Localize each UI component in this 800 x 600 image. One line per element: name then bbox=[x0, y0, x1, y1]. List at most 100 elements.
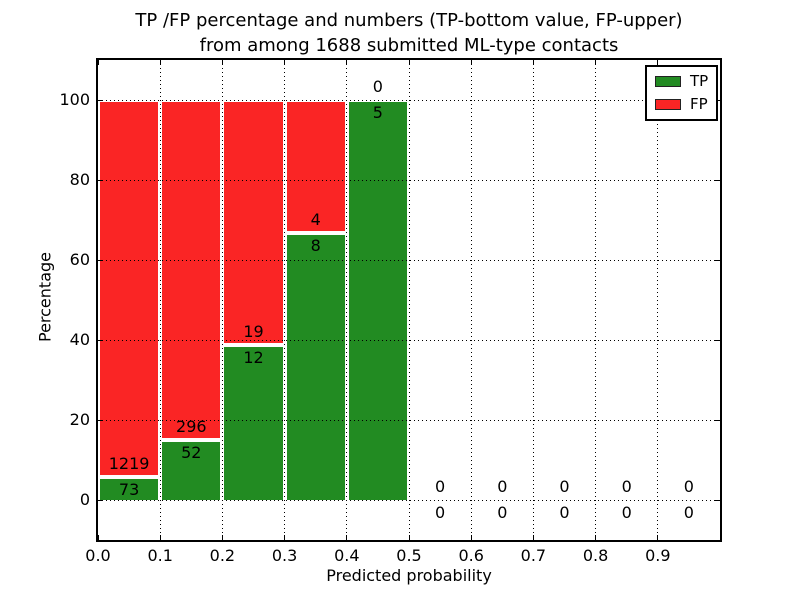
tp-count-label: 0 bbox=[435, 503, 446, 522]
y-tick-mark bbox=[98, 499, 103, 501]
x-tick-mark bbox=[97, 535, 99, 540]
fp-count-label: 296 bbox=[176, 417, 207, 437]
bar-segment-fp bbox=[222, 100, 285, 346]
x-tick-label: 0.2 bbox=[209, 546, 236, 565]
x-tick-mark bbox=[595, 60, 597, 65]
gridline-vertical bbox=[284, 60, 286, 540]
tp-count-label: 5 bbox=[372, 103, 383, 122]
y-tick-mark bbox=[98, 339, 103, 341]
gridline-vertical bbox=[657, 60, 659, 540]
gridline-horizontal bbox=[98, 259, 720, 261]
gridline-vertical bbox=[470, 60, 472, 540]
gridline-vertical bbox=[221, 60, 223, 540]
x-tick-mark bbox=[97, 60, 99, 65]
tp-count-label: 0 bbox=[683, 503, 694, 522]
x-tick-label: 0.3 bbox=[271, 546, 298, 565]
x-tick-mark bbox=[346, 60, 348, 65]
tp-count-label: 12 bbox=[243, 348, 264, 368]
x-tick-label: 0.6 bbox=[458, 546, 484, 565]
y-tick-mark bbox=[98, 99, 103, 101]
x-tick-mark bbox=[595, 535, 597, 540]
tp-count-label: 0 bbox=[559, 503, 570, 522]
x-tick-mark bbox=[532, 60, 534, 65]
y-tick-label: 60 bbox=[69, 250, 90, 269]
x-tick-mark bbox=[284, 60, 286, 65]
y-tick-label: 0 bbox=[79, 490, 90, 509]
y-tick-mark bbox=[715, 179, 720, 181]
x-tick-label: 0.0 bbox=[85, 546, 111, 565]
fp-count-label: 0 bbox=[497, 477, 508, 496]
chart-title-line2: from among 1688 submitted ML-type contac… bbox=[199, 35, 619, 56]
tp-count-label: 52 bbox=[181, 443, 202, 463]
fp-count-label: 0 bbox=[559, 477, 570, 496]
legend: TP FP bbox=[645, 65, 719, 121]
chart-title: TP /FP percentage and numbers (TP-bottom… bbox=[98, 8, 720, 58]
legend-item-tp: TP bbox=[655, 74, 708, 89]
x-tick-label: 0.1 bbox=[147, 546, 173, 565]
gridline-vertical bbox=[346, 60, 348, 540]
bar-segment-tp bbox=[346, 100, 409, 500]
gridline-horizontal bbox=[98, 99, 720, 101]
x-tick-mark bbox=[346, 535, 348, 540]
x-axis-label: Predicted probability bbox=[326, 566, 492, 585]
y-tick-mark bbox=[715, 499, 720, 501]
x-tick-mark bbox=[657, 535, 659, 540]
tp-count-label: 0 bbox=[621, 503, 632, 522]
bar-segment-tp bbox=[284, 233, 347, 500]
fp-legend-swatch-icon bbox=[655, 99, 681, 110]
gridline-vertical bbox=[159, 60, 161, 540]
tp-count-label: 0 bbox=[497, 503, 508, 522]
x-tick-mark bbox=[159, 60, 161, 65]
gridline-horizontal bbox=[98, 499, 720, 501]
x-tick-label: 0.7 bbox=[520, 546, 547, 565]
gridline-horizontal bbox=[98, 179, 720, 181]
x-tick-mark bbox=[470, 535, 472, 540]
bar-segment-fp bbox=[98, 100, 161, 478]
y-tick-mark bbox=[98, 179, 103, 181]
bar-segment-tp bbox=[222, 345, 285, 500]
gridline-vertical bbox=[408, 60, 410, 540]
x-tick-label: 0.9 bbox=[645, 546, 671, 565]
y-tick-label: 100 bbox=[59, 90, 90, 109]
y-tick-label: 40 bbox=[69, 330, 90, 349]
gridline-vertical bbox=[595, 60, 597, 540]
tp-count-label: 73 bbox=[118, 480, 140, 500]
y-tick-mark bbox=[715, 419, 720, 421]
y-tick-label: 20 bbox=[69, 410, 90, 429]
y-tick-mark bbox=[98, 259, 103, 261]
fp-count-label: 19 bbox=[243, 322, 264, 342]
x-tick-label: 0.5 bbox=[396, 546, 422, 565]
fp-count-label: 4 bbox=[310, 210, 321, 230]
x-tick-label: 0.8 bbox=[582, 546, 609, 565]
y-tick-mark bbox=[98, 419, 103, 421]
x-tick-mark bbox=[532, 535, 534, 540]
legend-label-tp: TP bbox=[690, 72, 709, 90]
fp-count-label: 0 bbox=[621, 477, 632, 496]
plot-area: TP FP 1219 73 296 52 19 12 4 8 0 5 0 0 0 0 0 0 0 0 0 0 bbox=[96, 58, 722, 542]
fp-count-label: 0 bbox=[435, 477, 446, 496]
gridline-horizontal bbox=[98, 339, 720, 341]
bar-segment-fp bbox=[284, 100, 347, 234]
x-tick-label: 0.4 bbox=[334, 546, 360, 565]
x-tick-mark bbox=[657, 60, 659, 65]
x-tick-mark bbox=[221, 60, 223, 65]
x-tick-mark bbox=[159, 535, 161, 540]
x-tick-mark bbox=[470, 60, 472, 65]
x-tick-mark bbox=[408, 535, 410, 540]
x-tick-mark bbox=[221, 535, 223, 540]
tp-count-label: 8 bbox=[310, 236, 321, 256]
y-tick-label: 80 bbox=[69, 170, 90, 189]
bar-segment-tp bbox=[98, 477, 161, 500]
fp-count-label: 1219 bbox=[108, 454, 150, 474]
gridline-vertical bbox=[532, 60, 534, 540]
y-tick-mark bbox=[715, 339, 720, 341]
x-tick-mark bbox=[408, 60, 410, 65]
bar-segment-tp bbox=[160, 440, 223, 500]
bar-segment-fp bbox=[160, 100, 223, 441]
legend-label-fp: FP bbox=[690, 95, 708, 113]
legend-item-fp: FP bbox=[655, 97, 708, 112]
fp-count-label: 0 bbox=[372, 77, 383, 96]
tp-legend-swatch-icon bbox=[655, 76, 681, 87]
y-tick-mark bbox=[715, 259, 720, 261]
